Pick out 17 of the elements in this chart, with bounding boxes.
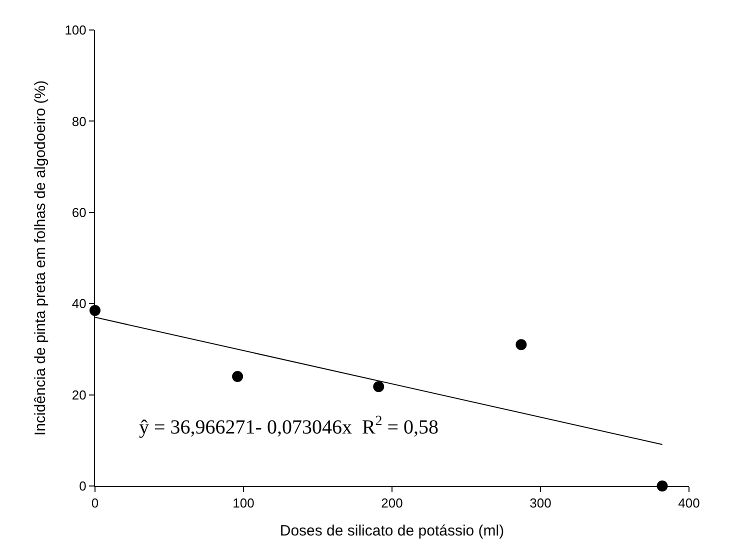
x-tick-label: 0 [91,496,99,511]
x-tick-label: 400 [678,496,700,511]
y-tick-label: 100 [64,22,86,38]
y-tick-label: 60 [72,204,86,220]
point [232,371,244,382]
x-tick-label: 100 [232,496,254,511]
y-axis-title: Incidência de pinta preta em folhas de algodoeiro (%) [32,80,49,436]
y-tick-label: 0 [79,478,86,494]
x-tick-label: 300 [530,496,552,511]
point [373,381,384,392]
point [516,339,527,350]
x-axis-title: Doses de silicato de potássio (ml) [280,522,504,540]
y-tick-label: 40 [72,296,86,312]
y-tick-label: 20 [72,387,86,402]
x-tick-label: 200 [381,496,403,511]
annotation: ŷ = 36,966271- 0,073046x R$^{2}$ = 0,58 [139,414,439,438]
y-tick-label: 80 [72,114,86,129]
